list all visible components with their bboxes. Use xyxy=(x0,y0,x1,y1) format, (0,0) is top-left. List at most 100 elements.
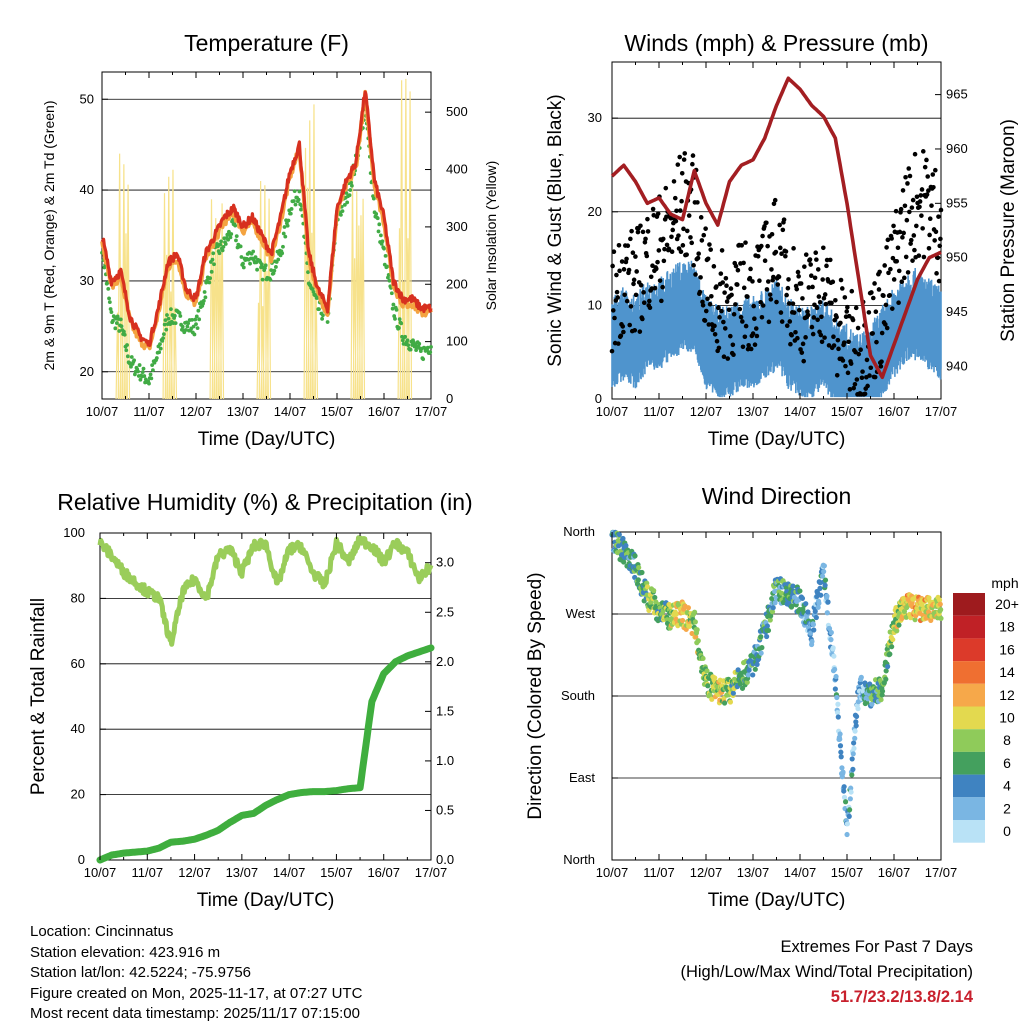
gust-point xyxy=(773,249,779,255)
gust-point xyxy=(783,249,789,254)
temperature-y2-tick-label: 200 xyxy=(446,276,468,291)
temperature-y-label: 2m & 9m T (Red, Orange) & 2m Td (Green) xyxy=(41,101,57,371)
gust-point xyxy=(751,303,757,309)
dewpoint-point xyxy=(399,321,404,326)
gust-point xyxy=(798,281,804,286)
wind-direction-point xyxy=(805,609,811,615)
gust-point xyxy=(819,314,824,320)
wind-direction-point xyxy=(705,683,711,689)
gust-point xyxy=(746,343,751,348)
wind-direction-point xyxy=(841,794,848,800)
wind-direction-point xyxy=(679,617,686,624)
wind-direction-point xyxy=(826,625,833,632)
temperature-x-tick-label: 13/07 xyxy=(227,404,260,419)
gust-point xyxy=(748,266,753,272)
wind-direction-point xyxy=(841,784,847,790)
gust-point xyxy=(625,243,631,248)
gust-point xyxy=(610,263,615,269)
dewpoint-point xyxy=(221,244,226,249)
gust-point xyxy=(682,151,688,156)
gust-point xyxy=(717,315,722,320)
gust-point xyxy=(856,351,862,357)
wind-direction-point xyxy=(632,574,638,581)
dewpoint-point xyxy=(251,249,256,254)
dewpoint-point xyxy=(217,251,222,256)
dewpoint-point xyxy=(344,191,349,195)
dewpoint-point xyxy=(129,355,134,359)
gust-point xyxy=(907,173,913,179)
gust-point xyxy=(901,230,906,236)
dewpoint-point xyxy=(220,248,225,253)
dewpoint-point xyxy=(342,202,347,207)
gust-point xyxy=(783,253,788,259)
gust-point xyxy=(810,331,816,337)
gust-point xyxy=(740,344,746,350)
gust-point xyxy=(702,318,708,323)
wind-direction-point xyxy=(818,592,824,598)
gust-point xyxy=(760,303,766,308)
humidity-y-tick-label: 40 xyxy=(71,721,85,736)
dewpoint-point xyxy=(239,255,244,259)
gust-point xyxy=(820,277,825,282)
gust-point xyxy=(768,297,774,302)
gust-point xyxy=(705,256,711,262)
winds-x-axis-label: Time (Day/UTC) xyxy=(708,429,846,450)
gust-point xyxy=(905,270,911,275)
humidity-x-tick-label: 10/07 xyxy=(84,865,117,880)
wind-direction-point xyxy=(842,799,849,805)
gust-point xyxy=(810,284,815,290)
gust-point xyxy=(912,151,918,157)
dewpoint-point xyxy=(380,239,385,244)
gust-point xyxy=(903,254,909,260)
colorbar-label: 8 xyxy=(1003,732,1011,748)
gust-point xyxy=(891,223,896,229)
gust-point xyxy=(661,258,667,264)
gust-point xyxy=(724,299,730,304)
wind-direction-point xyxy=(750,672,756,678)
gust-point xyxy=(888,266,893,272)
gust-point xyxy=(794,286,800,292)
gust-point xyxy=(681,157,687,162)
dewpoint-point xyxy=(108,307,113,311)
gust-point xyxy=(879,330,885,336)
gust-point xyxy=(796,307,802,313)
dewpoint-point xyxy=(383,253,388,258)
gust-point xyxy=(868,365,874,371)
wind-direction-point xyxy=(938,606,944,613)
humidity-x-tick-label: 14/07 xyxy=(273,865,306,880)
gust-point xyxy=(633,254,638,259)
gust-point xyxy=(758,300,763,305)
dewpoint-point xyxy=(377,222,382,227)
gust-point xyxy=(690,153,696,158)
gust-point xyxy=(705,296,710,302)
gust-point xyxy=(899,279,905,285)
dewpoint-point xyxy=(325,320,330,324)
gust-point xyxy=(874,339,879,345)
temperature-y-tick-label: 40 xyxy=(80,182,94,197)
dewpoint-point xyxy=(272,268,277,273)
gust-point xyxy=(845,370,851,376)
gust-point xyxy=(920,226,925,231)
winds-x-tick-label: 10/07 xyxy=(596,404,629,419)
gust-point xyxy=(889,306,895,311)
gust-point xyxy=(924,192,930,197)
dewpoint-point xyxy=(208,276,213,281)
station-elevation: Station elevation: 423.916 m xyxy=(30,943,221,961)
gust-point xyxy=(701,232,707,238)
colorbar-swatch xyxy=(953,797,985,820)
colorbar-label: 4 xyxy=(1003,778,1011,794)
wind-direction-point xyxy=(835,714,841,720)
dewpoint-point xyxy=(310,286,315,291)
gust-point xyxy=(680,243,686,248)
dewpoint-point xyxy=(345,200,350,205)
gust-point xyxy=(634,269,639,274)
wind-direction-point xyxy=(819,573,826,579)
gust-point xyxy=(710,327,715,333)
gust-point xyxy=(908,241,913,246)
direction-x-tick-label: 10/07 xyxy=(596,865,629,880)
wind-direction-point xyxy=(814,593,820,600)
gust-point xyxy=(865,383,870,389)
wind-direction-point xyxy=(834,694,840,701)
dewpoint-point xyxy=(202,290,207,294)
gust-point xyxy=(740,319,745,324)
